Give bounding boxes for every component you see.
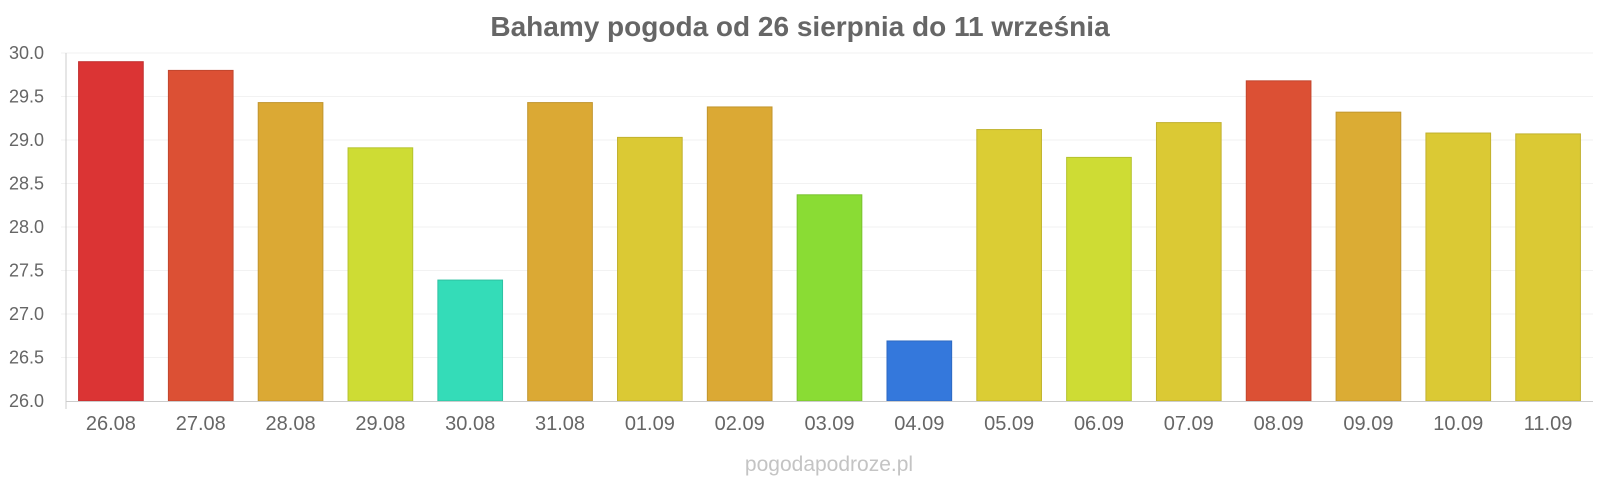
bar-31.08 (527, 102, 593, 402)
bar-07.09 (1155, 122, 1222, 402)
y-tick-label: 29.0 (9, 130, 44, 150)
x-tick-label: 06.09 (1074, 413, 1124, 435)
y-tick-label: 26.0 (9, 391, 44, 411)
x-tick-label: 29.08 (355, 413, 405, 435)
x-tick-label: 02.09 (715, 413, 765, 435)
x-tick-label: 09.09 (1343, 413, 1393, 435)
y-tick-label: 27.0 (9, 304, 44, 324)
y-tick-label: 30.0 (9, 43, 44, 63)
bar-08.09 (1245, 80, 1312, 402)
y-tick-label: 28.5 (9, 174, 44, 194)
y-tick-label: 26.5 (9, 348, 44, 368)
bar-11.09 (1515, 133, 1581, 402)
x-tick-label: 07.09 (1164, 413, 1214, 435)
chart-title: Bahamy pogoda od 26 sierpnia do 11 wrześ… (490, 11, 1110, 42)
bar-10.09 (1425, 132, 1492, 402)
bar-06.09 (1066, 156, 1132, 402)
credit-watermark: pogodapodroze.pl (745, 453, 913, 476)
y-tick-labels: 26.0 26.5 27.0 27.5 28.0 28.5 29.0 29.5 30.0 (9, 43, 44, 411)
x-tick-label: 03.09 (804, 413, 854, 435)
bar-26.08 (78, 61, 144, 402)
x-tick-labels: 26.08 27.08 28.08 29.08 30.08 31.08 01.09 02.09… (86, 413, 1573, 435)
bar-29.08 (347, 147, 414, 402)
x-tick-label: 26.08 (86, 413, 136, 435)
bar-09.09 (1335, 111, 1402, 402)
axes (65, 53, 1593, 409)
x-tick-label: 31.08 (535, 413, 585, 435)
y-tick-label: 29.5 (9, 87, 44, 107)
bars (78, 61, 1581, 402)
y-tick-label: 28.0 (9, 217, 44, 237)
x-tick-label: 05.09 (984, 413, 1034, 435)
x-tick-label: 10.09 (1433, 413, 1483, 435)
y-tick-label: 27.5 (9, 261, 44, 281)
bar-04.09 (886, 340, 953, 402)
bar-30.08 (437, 279, 504, 402)
x-tick-label: 28.08 (266, 413, 316, 435)
bar-28.08 (257, 102, 324, 402)
bar-05.09 (976, 129, 1042, 402)
bar-27.08 (167, 69, 234, 402)
bar-02.09 (706, 106, 773, 402)
bar-01.09 (617, 136, 683, 402)
x-tick-label: 08.09 (1254, 413, 1304, 435)
bar-03.09 (796, 194, 863, 402)
x-tick-label: 04.09 (894, 413, 944, 435)
x-tick-label: 01.09 (625, 413, 675, 435)
x-tick-label: 27.08 (176, 413, 226, 435)
x-tick-label: 30.08 (445, 413, 495, 435)
x-tick-label: 11.09 (1524, 413, 1573, 435)
